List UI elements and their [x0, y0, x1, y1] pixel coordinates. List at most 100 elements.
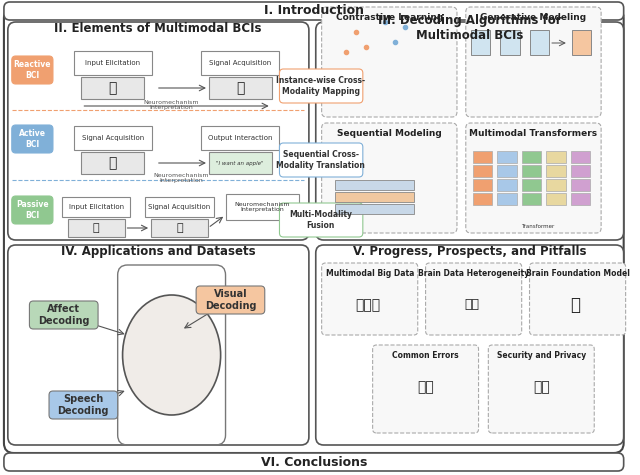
FancyBboxPatch shape	[497, 193, 516, 205]
FancyBboxPatch shape	[426, 263, 522, 335]
Text: 🔒🤖: 🔒🤖	[533, 380, 550, 394]
FancyBboxPatch shape	[201, 51, 280, 75]
FancyBboxPatch shape	[470, 30, 490, 55]
FancyBboxPatch shape	[316, 22, 623, 240]
FancyBboxPatch shape	[522, 165, 541, 177]
Text: "I want an apple": "I want an apple"	[216, 161, 264, 165]
Text: Reactive
BCI: Reactive BCI	[13, 60, 51, 80]
FancyBboxPatch shape	[571, 165, 590, 177]
Text: V. Progress, Prospects, and Pitfalls: V. Progress, Prospects, and Pitfalls	[353, 245, 586, 257]
FancyBboxPatch shape	[225, 194, 299, 220]
Text: III. Decoding Algorithms for
Multimodal BCIs: III. Decoding Algorithms for Multimodal …	[378, 14, 561, 42]
FancyBboxPatch shape	[322, 263, 418, 335]
Text: Common Errors: Common Errors	[392, 351, 459, 360]
Text: 🖥: 🖥	[93, 223, 99, 233]
FancyBboxPatch shape	[280, 203, 363, 237]
FancyBboxPatch shape	[316, 245, 623, 445]
Text: Signal Acquisition: Signal Acquisition	[82, 135, 144, 141]
Text: 🖥: 🖥	[109, 81, 117, 95]
Text: Neuromechanism
Interpretation: Neuromechanism Interpretation	[234, 201, 289, 212]
FancyBboxPatch shape	[62, 197, 131, 217]
FancyBboxPatch shape	[546, 193, 566, 205]
Text: Brain Foundation Model: Brain Foundation Model	[525, 268, 630, 277]
Text: Signal Acquisition: Signal Acquisition	[209, 60, 271, 66]
FancyBboxPatch shape	[522, 193, 541, 205]
Text: Multimodal Transformers: Multimodal Transformers	[469, 129, 598, 137]
Text: 🧠: 🧠	[236, 81, 244, 95]
FancyBboxPatch shape	[571, 193, 590, 205]
FancyBboxPatch shape	[4, 453, 623, 471]
FancyBboxPatch shape	[74, 126, 152, 150]
Text: 📦: 📦	[571, 296, 580, 314]
Text: Input Elicitation: Input Elicitation	[68, 204, 124, 210]
FancyBboxPatch shape	[8, 22, 309, 240]
Text: 🧠〰: 🧠〰	[464, 298, 479, 312]
Text: Visual
Decoding: Visual Decoding	[205, 289, 256, 311]
FancyBboxPatch shape	[372, 345, 479, 433]
Text: IV. Applications and Datasets: IV. Applications and Datasets	[61, 245, 255, 257]
FancyBboxPatch shape	[322, 123, 457, 233]
Text: Sequential Modeling: Sequential Modeling	[337, 129, 442, 137]
FancyBboxPatch shape	[4, 2, 623, 20]
FancyBboxPatch shape	[145, 197, 214, 217]
Text: Active
BCI: Active BCI	[19, 129, 46, 149]
FancyBboxPatch shape	[12, 196, 53, 224]
FancyBboxPatch shape	[280, 69, 363, 103]
FancyBboxPatch shape	[12, 56, 53, 84]
Text: Generative Modeling: Generative Modeling	[481, 12, 586, 21]
FancyBboxPatch shape	[529, 263, 626, 335]
Text: Contrastive Learning: Contrastive Learning	[335, 12, 443, 21]
Text: VI. Conclusions: VI. Conclusions	[260, 456, 367, 468]
FancyBboxPatch shape	[322, 7, 457, 117]
FancyBboxPatch shape	[4, 8, 623, 453]
Text: Security and Privacy: Security and Privacy	[497, 351, 586, 360]
Text: Signal Acquisition: Signal Acquisition	[148, 204, 211, 210]
Text: I. Introduction: I. Introduction	[264, 4, 364, 18]
Text: Passive
BCI: Passive BCI	[16, 200, 49, 220]
Text: Brain Data Heterogeneity: Brain Data Heterogeneity	[418, 268, 529, 277]
Text: Multimodal Big Data: Multimodal Big Data	[326, 268, 414, 277]
Text: 📊❌: 📊❌	[417, 380, 434, 394]
FancyBboxPatch shape	[335, 204, 414, 214]
FancyBboxPatch shape	[74, 51, 152, 75]
FancyBboxPatch shape	[522, 151, 541, 163]
FancyBboxPatch shape	[546, 179, 566, 191]
FancyBboxPatch shape	[488, 345, 595, 433]
Text: Neuromechanism
Interpretation: Neuromechanism Interpretation	[154, 172, 209, 183]
Text: Sequential Cross-
Modality Translation: Sequential Cross- Modality Translation	[276, 150, 365, 170]
FancyBboxPatch shape	[12, 125, 53, 153]
FancyBboxPatch shape	[571, 151, 590, 163]
FancyBboxPatch shape	[196, 286, 265, 314]
FancyBboxPatch shape	[522, 179, 541, 191]
FancyBboxPatch shape	[466, 123, 601, 233]
Text: 👤💾🐕: 👤💾🐕	[355, 298, 380, 312]
FancyBboxPatch shape	[473, 165, 492, 177]
FancyBboxPatch shape	[500, 30, 520, 55]
FancyBboxPatch shape	[473, 179, 492, 191]
FancyBboxPatch shape	[497, 179, 516, 191]
FancyBboxPatch shape	[49, 391, 118, 419]
FancyBboxPatch shape	[151, 219, 208, 237]
Text: II. Elements of Multimodal BCIs: II. Elements of Multimodal BCIs	[54, 21, 262, 35]
FancyBboxPatch shape	[497, 151, 516, 163]
Text: Multi-Modality
Fusion: Multi-Modality Fusion	[289, 210, 352, 230]
FancyBboxPatch shape	[209, 77, 271, 99]
Text: Input Elicitation: Input Elicitation	[85, 60, 140, 66]
Text: Instance-wise Cross-
Modality Mapping: Instance-wise Cross- Modality Mapping	[276, 76, 365, 95]
FancyBboxPatch shape	[201, 126, 280, 150]
Text: Speech
Decoding: Speech Decoding	[58, 394, 109, 416]
Text: Output Interaction: Output Interaction	[208, 135, 273, 141]
FancyBboxPatch shape	[473, 193, 492, 205]
FancyBboxPatch shape	[473, 151, 492, 163]
FancyBboxPatch shape	[572, 30, 591, 55]
FancyBboxPatch shape	[546, 165, 566, 177]
FancyBboxPatch shape	[497, 165, 516, 177]
FancyBboxPatch shape	[571, 179, 590, 191]
Text: Affect
Decoding: Affect Decoding	[38, 304, 90, 326]
FancyBboxPatch shape	[209, 152, 271, 174]
FancyBboxPatch shape	[68, 219, 125, 237]
Text: Neuromechanism
Interpretation: Neuromechanism Interpretation	[144, 100, 199, 110]
Text: Transformer: Transformer	[521, 225, 554, 229]
FancyBboxPatch shape	[8, 245, 309, 445]
FancyBboxPatch shape	[81, 77, 144, 99]
